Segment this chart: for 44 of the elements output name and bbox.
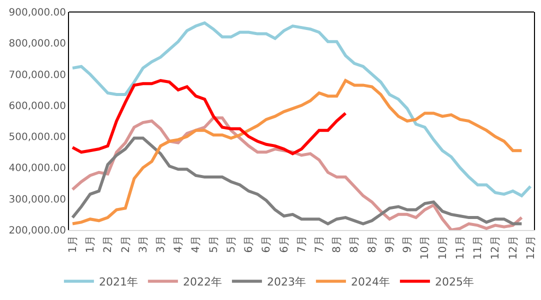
x-tick-label: 10月	[436, 235, 449, 260]
x-tick-label: 9月	[384, 235, 396, 253]
y-tick-label: 300,000.00	[8, 194, 66, 206]
x-tick-label: 1月	[66, 235, 79, 253]
line-series	[71, 79, 524, 226]
x-tick-label: 9月	[402, 235, 414, 253]
x-tick-label: 8月	[331, 235, 344, 253]
line-series	[71, 21, 532, 198]
x-tick-label: 5月	[225, 235, 238, 253]
x-tick-label: 3月	[137, 235, 150, 253]
y-tick-label: 500,000.00	[8, 132, 66, 144]
x-tick-label: 7月	[296, 235, 308, 253]
x-tick-label: 10月	[419, 235, 432, 260]
y-tick-label: 200,000.00	[8, 226, 66, 236]
line-series	[71, 79, 348, 156]
legend-label: 2024年	[350, 276, 390, 289]
x-tick-label: 8月	[366, 235, 378, 253]
x-tick-label: 6月	[278, 235, 290, 253]
y-tick-label: 900,000.00	[8, 8, 66, 18]
x-tick-label: 4月	[172, 235, 185, 253]
x-tick-label: 12月	[490, 235, 502, 260]
x-tick-label: 11月	[454, 235, 466, 260]
legend-label: 2025年	[434, 276, 474, 289]
x-tick-label: 3月	[155, 235, 168, 253]
x-tick-label: 6月	[243, 235, 256, 253]
y-tick-label: 800,000.00	[8, 38, 66, 50]
x-tick-label: 1月	[84, 235, 97, 253]
x-tick-label: 12月	[524, 235, 537, 260]
x-tick-label: 11月	[472, 235, 484, 260]
x-tick-label: 2月	[120, 235, 132, 253]
x-tick-label: 4月	[190, 235, 202, 253]
y-tick-label: 400,000.00	[8, 163, 66, 174]
x-tick-label: 7月	[314, 235, 326, 253]
x-tick-label: 8月	[348, 235, 361, 253]
y-tick-label: 600,000.00	[8, 100, 66, 112]
legend-label: 2021年	[98, 276, 138, 289]
x-tick-label: 2月	[102, 235, 114, 253]
line-series	[71, 136, 524, 226]
x-tick-label: 12月	[507, 235, 520, 260]
legend-label: 2023年	[266, 276, 306, 289]
y-tick-label: 700,000.00	[8, 70, 66, 81]
legend-label: 2022年	[182, 276, 222, 289]
x-tick-label: 6月	[260, 235, 273, 253]
x-tick-label: 5月	[208, 235, 220, 253]
